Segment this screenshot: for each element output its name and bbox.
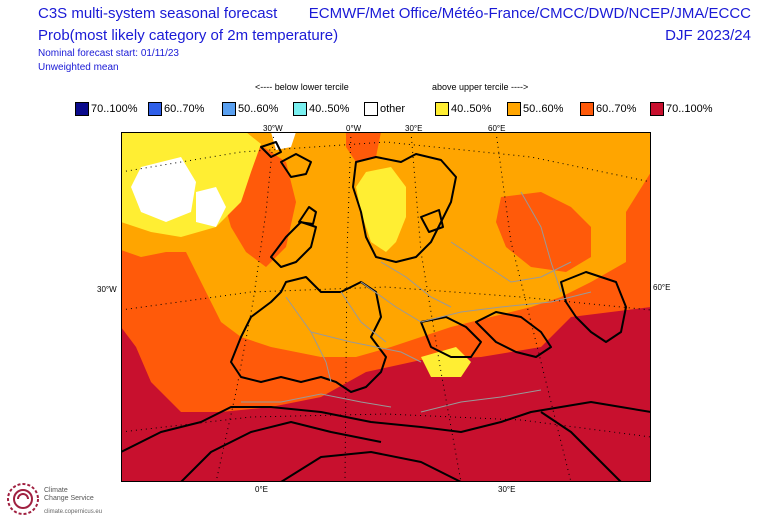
legend-swatch — [222, 102, 236, 116]
region-upper-60-70 — [346, 132, 381, 162]
legend-swatch — [293, 102, 307, 116]
probability-map — [121, 132, 651, 482]
axis-label-top-30e: 30°E — [405, 124, 423, 133]
region-other — [131, 157, 196, 222]
legend-label: 50..60% — [238, 103, 279, 115]
season-label: DJF 2023/24 — [665, 27, 751, 44]
legend-item: 60..70% — [580, 100, 636, 118]
axis-label-top-0w: 0°W — [346, 124, 362, 133]
legend-label: 40..50% — [309, 103, 350, 115]
axis-label-bottom-0e: 0°E — [255, 485, 268, 494]
legend-item: 40..50% — [293, 100, 349, 118]
graticule — [121, 132, 651, 482]
legend-item: 50..60% — [222, 100, 278, 118]
logo-org-name: Climate Change Service — [44, 487, 94, 503]
legend-label: 70..100% — [91, 103, 138, 115]
copernicus-logo: Climate Change Service climate.copernicus… — [6, 480, 126, 520]
legend-item: 70..100% — [650, 100, 712, 118]
legend-swatch — [364, 102, 378, 116]
legend-label: 40..50% — [451, 103, 492, 115]
nominal-forecast-start: Nominal forecast start: 01/11/23 — [38, 48, 179, 59]
legend-item: 70..100% — [75, 100, 137, 118]
legend-swatch — [580, 102, 594, 116]
title-line-1: C3S multi-system seasonal forecast — [38, 5, 278, 22]
axis-label-top-30w: 30°W — [263, 124, 283, 133]
legend-item: other — [364, 100, 405, 118]
legend-swatch — [507, 102, 521, 116]
legend-label: other — [380, 103, 406, 115]
legend-item: 40..50% — [435, 100, 491, 118]
legend-label: 60..70% — [164, 103, 205, 115]
axis-label-bottom-30e: 30°E — [498, 485, 516, 494]
logo-url: climate.copernicus.eu — [44, 509, 103, 515]
title-line-2: Prob(most likely category of 2m temperat… — [38, 27, 339, 44]
axis-label-right-60e: 60°E — [653, 283, 671, 292]
map-frame — [121, 132, 651, 482]
legend-swatch — [435, 102, 449, 116]
weighting-label: Unweighted mean — [38, 62, 119, 73]
forecast-centres: ECMWF/Met Office/Météo-France/CMCC/DWD/N… — [308, 5, 751, 22]
region-upper-40-50 — [421, 347, 471, 377]
legend: 70..100% 60..70% 50..60% 40..50% other 4… — [75, 100, 725, 118]
legend-swatch — [148, 102, 162, 116]
legend-label: 50..60% — [523, 103, 564, 115]
coastline — [121, 141, 651, 482]
legend-swatch — [650, 102, 664, 116]
legend-label: 60..70% — [596, 103, 637, 115]
country-borders — [241, 191, 592, 413]
axis-label-top-60e: 60°E — [488, 124, 506, 133]
legend-item: 60..70% — [148, 100, 204, 118]
legend-label: 70..100% — [666, 103, 713, 115]
region-upper-40-50 — [356, 167, 406, 252]
region-upper-60-70 — [496, 192, 591, 272]
logo-org-line-1: Climate — [44, 487, 68, 494]
logo-org-line-2: Change Service — [44, 495, 94, 502]
climate-change-service-emblem-icon — [7, 483, 39, 515]
region-other — [196, 187, 226, 227]
axis-label-left-30w: 30°W — [97, 285, 117, 294]
below-tercile-label: <---- below lower tercile — [255, 82, 349, 92]
legend-swatch — [75, 102, 89, 116]
legend-item: 50..60% — [507, 100, 563, 118]
above-tercile-label: above upper tercile ----> — [432, 82, 529, 92]
